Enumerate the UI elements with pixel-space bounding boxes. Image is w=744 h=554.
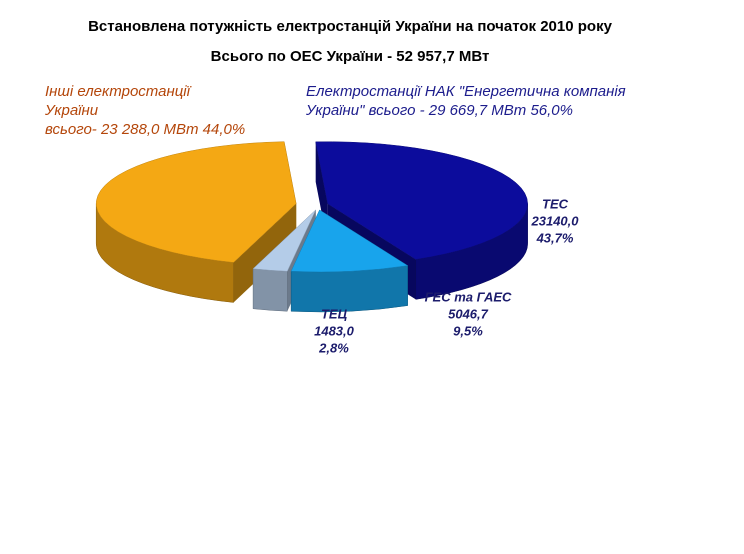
slice-top [252,209,316,272]
slice-side [290,265,408,313]
slice-side [252,268,288,312]
pie-slice [95,141,297,303]
slice-label: ТЕЦ [321,306,348,321]
value-label: 1483,0 [314,323,355,338]
percent-label: 9,5% [453,323,483,338]
slice-wall [233,203,297,303]
annotation: України" всього - 29 669,7 МВт 56,0% [305,102,573,119]
value-label: 23140,0 [531,213,580,228]
pie-slice [290,209,409,313]
annotation: Інші електростанції [45,83,192,100]
percent-label: 43,7% [536,230,574,245]
chart-title: Встановлена потужність електростанцій Ук… [88,18,613,35]
slice-top [95,141,297,263]
slice-top [290,209,409,273]
chart-subtitle: Всього по ОЕС України - 52 957,7 МВт [211,48,490,65]
slice-label: ГЕС та ГАЕС [425,289,512,304]
slice-top [315,141,528,260]
percent-label: 2,8% [318,340,349,355]
slice-label: ТЕС [542,196,569,211]
annotation: всього- 23 288,0 МВт 44,0% [45,121,245,138]
value-label: 5046,7 [448,306,489,321]
annotation: України [44,102,99,119]
annotation: Електростанції НАК "Енергетична компанія [306,83,626,100]
